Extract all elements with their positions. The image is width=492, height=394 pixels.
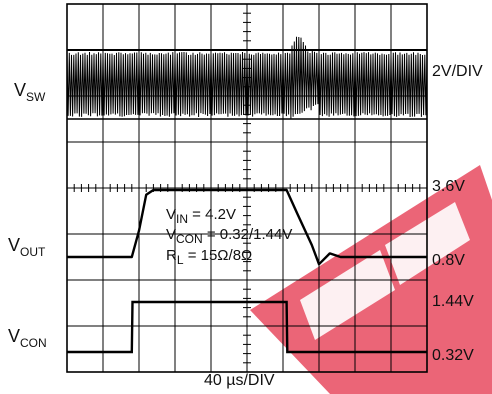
- vout-label: VOUT: [8, 235, 46, 259]
- x-axis-label: 40 µs/DIV: [204, 372, 275, 389]
- annotation-vin: VIN = 4.2V: [166, 206, 236, 226]
- annotation-vcon: VCON = 0.32/1.44V: [166, 226, 292, 246]
- vsw-label: VSW: [14, 80, 46, 104]
- vcon-lower-label: 0.32V: [432, 347, 474, 364]
- vout-upper-label: 3.6V: [432, 178, 465, 195]
- vcon-label: VCON: [8, 326, 47, 350]
- conditions-annotation: VIN = 4.2V VCON = 0.32/1.44V RL = 15Ω/8Ω: [166, 206, 292, 267]
- vcon-upper-label: 1.44V: [432, 293, 474, 310]
- annotation-rl: RL = 15Ω/8Ω: [166, 247, 252, 267]
- vsw-scale-label: 2V/DIV: [432, 63, 483, 80]
- vout-lower-label: 0.8V: [432, 252, 465, 269]
